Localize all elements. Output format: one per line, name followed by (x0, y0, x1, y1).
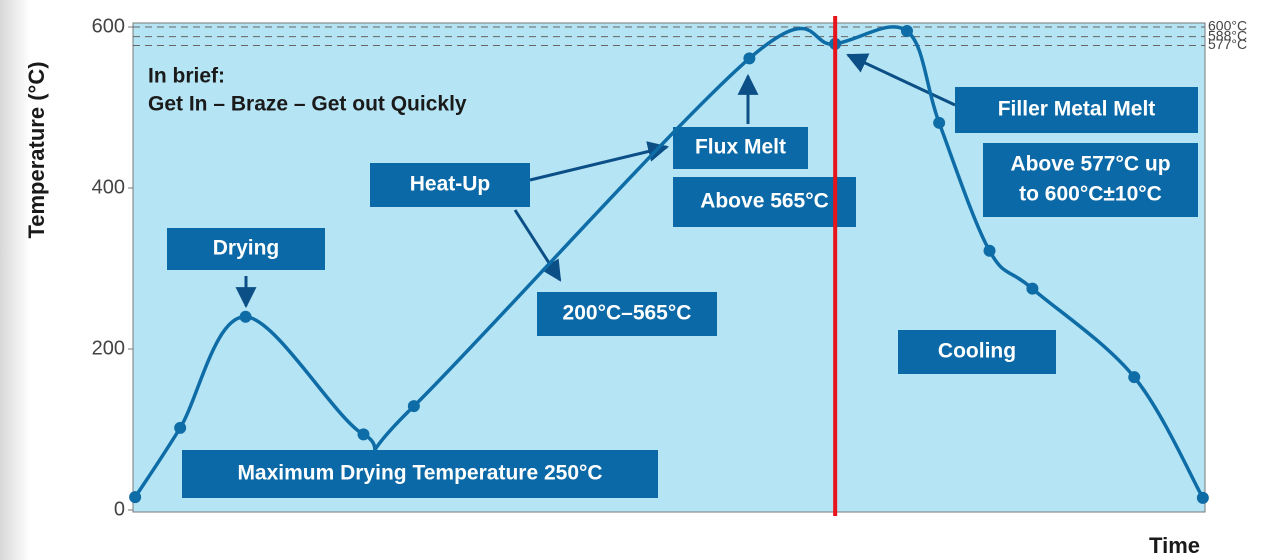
annotation-text: 200°C–565°C (563, 302, 692, 325)
data-point (933, 117, 945, 129)
data-point (743, 52, 755, 64)
chart: Temperature (°C) Time 0200400600600°C588… (0, 0, 1262, 560)
annotation-text: Above 565°C (700, 190, 829, 213)
x-axis-title: Time (1149, 533, 1200, 558)
note: In brief: (148, 65, 225, 88)
annotation-text: Flux Melt (695, 136, 786, 159)
data-point (1197, 492, 1209, 504)
annotation-text: Drying (213, 237, 280, 260)
reference-label: 577°C (1208, 36, 1247, 52)
data-point (1026, 283, 1038, 295)
y-tick-label: 400 (92, 176, 125, 198)
data-point (240, 311, 252, 323)
data-point (984, 245, 996, 257)
annotation-text: Maximum Drying Temperature 250°C (237, 462, 602, 485)
y-tick-label: 600 (92, 15, 125, 37)
y-axis-title: Temperature (°C) (24, 61, 49, 238)
data-point (1128, 371, 1140, 383)
y-tick-label: 200 (92, 337, 125, 359)
data-point (901, 25, 913, 37)
data-point (408, 400, 420, 412)
annotation-text: Above 577°C up (1010, 153, 1170, 176)
annotation-text: to 600°C±10°C (1019, 183, 1162, 206)
annotation-text: Filler Metal Melt (998, 98, 1156, 121)
annotation-text: Cooling (938, 340, 1016, 363)
note: Get In – Braze – Get out Quickly (148, 93, 467, 116)
data-point (129, 491, 141, 503)
y-tick-label: 0 (114, 498, 125, 520)
data-point (174, 422, 186, 434)
data-point (357, 428, 369, 440)
annotation-text: Heat-Up (410, 173, 491, 196)
